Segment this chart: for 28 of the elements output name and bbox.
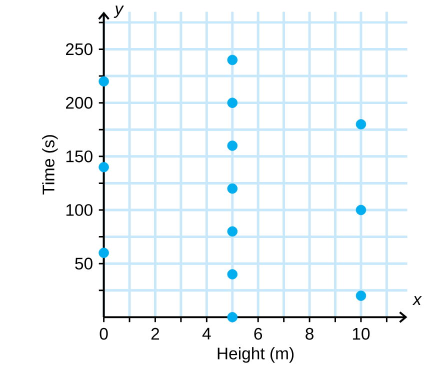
point (227, 226, 238, 236)
x-tick-label: 10 (352, 328, 370, 340)
point (356, 204, 366, 215)
point (98, 76, 109, 86)
x-tick-label: 6 (254, 328, 262, 340)
y-tick-label: 200 (66, 96, 92, 109)
x-tick-label: 4 (202, 328, 211, 340)
y-tick-label: 150 (66, 150, 92, 162)
y-tick-label: 250 (66, 43, 92, 56)
point (356, 290, 366, 301)
point (227, 98, 238, 108)
x-tick-label: 2 (151, 328, 160, 340)
point (356, 118, 366, 130)
annotation: y (114, 5, 124, 18)
point (227, 312, 238, 322)
point (98, 162, 109, 172)
point (227, 140, 238, 151)
y-tick-label: 50 (75, 258, 92, 270)
y-axis-title: Time (s) (42, 134, 58, 194)
x-axis-title: Height (m) (218, 347, 294, 363)
y-tick-label: 100 (66, 204, 92, 216)
point (227, 269, 238, 280)
point (98, 248, 109, 258)
x-tick-label: 8 (306, 328, 314, 340)
x-tick-label: 0 (100, 328, 108, 340)
point (227, 183, 238, 194)
text: x (412, 296, 422, 305)
point (227, 54, 238, 65)
